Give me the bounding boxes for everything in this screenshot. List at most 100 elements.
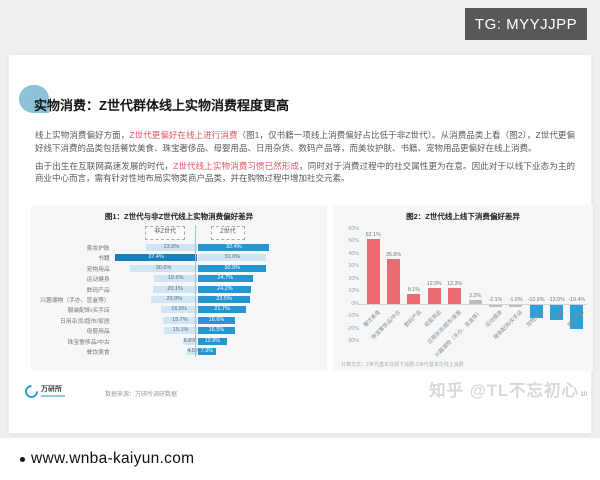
highlighted-phrase: Z世代线上实物消费习惯已然形成 [173, 160, 300, 171]
chart2-y-tick: 60% [348, 226, 359, 232]
chart2-value-label: 8.1% [407, 286, 420, 293]
chart1-bar-nonZ: 20.9% [151, 295, 198, 303]
chart1-bar-Z: 16.5% [198, 327, 235, 335]
chart2-y-tick: 30% [348, 263, 359, 270]
chart1-bar-nonZ: 23.5% [145, 244, 198, 251]
chart1-bar-Z: 31.0% [198, 254, 267, 262]
chart2-bar [387, 259, 401, 304]
chart2-value-label: -19.4% [568, 296, 586, 303]
chart1-bar-nonZ: 30.6% [129, 264, 198, 272]
chart2-value-label: 12.3% [447, 281, 463, 288]
chart1-bar-Z: 21.7% [198, 306, 246, 314]
chart1-bar-nonZ: 37.4% [114, 254, 198, 262]
chart2-bar [448, 288, 462, 304]
chart2-value-label: -1.6% [508, 296, 523, 303]
title-bubble-decoration [19, 85, 49, 113]
chart2-y-tick: -10% [346, 313, 359, 320]
chart2-panel: 图2：Z世代线上线下消费偏好差异 60% 50% 40% 30% 20% 10% 0% -10… [333, 205, 593, 371]
chart1-bar-nonZ: 4.5% [187, 347, 200, 355]
chart2-y-tick: 20% [348, 275, 359, 282]
chart2-bar [509, 304, 523, 307]
chart1-category-label: 运动健身 [86, 277, 110, 284]
paragraph-text: 由于出生在互联网高速发展的时代， [35, 160, 174, 171]
chart1-category-label: 日用杂货/超市/家居 [60, 318, 110, 325]
chart2-value-label: -2.1% [488, 296, 503, 303]
chart1-bar-nonZ: 20.1% [153, 285, 198, 293]
chart1-legend-item: 非Z世代 [145, 226, 185, 240]
chart1-category-label: 珠宝奢侈品/中古 [67, 339, 110, 346]
chart1-category-label: 美妆护肤 [86, 246, 110, 252]
chart2-footnote: 计算方式：Z世代基本在线下消费-Z世代基本在线上消费 [341, 362, 464, 368]
chart1-bar-Z: 32.4% [198, 244, 270, 251]
chart1-row: 餐饮美食 4.5% 7.9% [39, 347, 319, 356]
chart1-category-label: 书籍 [98, 256, 110, 263]
logo-subtext-bar [41, 395, 65, 397]
charts-row: 图1：Z世代与非Z世代线上实物消费偏好差异 非Z世代 Z世代 美妆护肤 23.5% 3… [31, 205, 593, 371]
chart2-plot: 60% 50% 40% 30% 20% 10% 0% -10% -20% -30% 52.1% 餐饮美… [347, 226, 587, 358]
tg-watermark-text: TG: MYYJJPP [474, 15, 578, 33]
tg-watermark-badge: TG: MYYJJPP [465, 8, 587, 40]
chart1-category-label: 数码产品 [86, 287, 110, 294]
chart2-bar [427, 287, 441, 304]
chart1-bar-Z: 16.6% [198, 316, 235, 324]
chart2-y-tick: 10% [348, 288, 359, 295]
chart1-row: 书籍 37.4% 31.0% [39, 254, 319, 263]
paragraph-text: ，同时对于消费过程中的社交属性更为在意。因此对于以线下业态为主的商业中心而言，需… [35, 160, 575, 184]
chart2-zero-axis [359, 303, 587, 305]
bottom-url-bar: www.wnba-kaiyun.com [0, 438, 600, 480]
body-text: 线上实物消费偏好方面，Z世代更偏好在线上进行消费（图1，仅书籍一项线上消费偏好占… [35, 129, 575, 190]
chart1-axis-divider [195, 225, 196, 357]
chart1-row: 兴趣潮物（手办、盲盒等） 20.9% 23.5% [39, 295, 319, 304]
chart1-bar-Z: 12.9% [198, 337, 227, 345]
chart1-category-label: 宠物用品 [86, 266, 110, 273]
highlighted-phrase: Z世代更偏好在线上进行消费 [129, 130, 238, 140]
chart1-bar-nonZ: 19.6% [154, 275, 198, 283]
site-url: www.wnba-kaiyun.com [31, 450, 195, 467]
chart2-bar [468, 299, 482, 304]
chart2-value-label: 12.9% [426, 280, 442, 287]
chart1-bar-Z: 7.9% [198, 347, 216, 355]
chart2-y-tick: -20% [346, 325, 359, 332]
chart1-bar-nonZ: 15.1% [164, 327, 198, 335]
chart1-legend-item: Z世代 [211, 226, 245, 240]
data-source-note: 数据来源：万研所调研数据 [105, 392, 178, 398]
chart1-bar-Z: 23.5% [198, 295, 250, 303]
chart1-bar-nonZ: 16.5% [160, 306, 198, 314]
chart2-value-label: 3.2% [468, 292, 482, 299]
chart1-title: 图1：Z世代与非Z世代线上实物消费偏好差异 [104, 212, 254, 221]
chart1-bar-nonZ: 15.7% [162, 316, 198, 324]
chart2-title: 图2：Z世代线上线下消费偏好差异 [406, 212, 520, 221]
chart2-y-tick: 50% [348, 238, 359, 245]
chart1-row: 日用杂货/超市/家居 15.7% 16.6% [39, 316, 319, 325]
slide-card: 实物消费：Z世代群体线上实物消费程度更高 线上实物消费偏好方面，Z世代更偏好在线… [8, 54, 593, 434]
chart1-bar-nonZ: 6.6% [182, 337, 198, 345]
chart2-y-tick: 0% [351, 300, 359, 307]
url-dot-icon [20, 456, 25, 462]
chart1-category-label: 母婴用品 [86, 329, 110, 336]
chart1-panel: 图1：Z世代与非Z世代线上实物消费偏好差异 非Z世代 Z世代 美妆护肤 23.5% 3… [31, 205, 327, 371]
chart2-category-label: 数码产品 [403, 309, 423, 329]
chart2-bar [488, 304, 502, 308]
publisher-logo: 万研所 [22, 382, 65, 401]
chart1-row: 宠物用品 30.6% 30.9% [39, 264, 319, 273]
chart2-bar [549, 304, 563, 320]
chart1-category-label: 服装配饰/买手店 [67, 308, 110, 315]
chart2-bar [366, 238, 380, 304]
chart1-row: 运动健身 19.6% 24.7% [39, 275, 319, 284]
chart2-value-label: 52.1% [365, 231, 381, 238]
body-paragraph: 线上实物消费偏好方面，Z世代更偏好在线上进行消费（图1，仅书籍一项线上消费偏好占… [35, 129, 575, 155]
chart1-row: 服装配饰/买手店 16.5% 21.7% [39, 306, 319, 315]
paragraph-text: 线上实物消费偏好方面， [35, 130, 130, 140]
chart1-bar-Z: 30.9% [198, 264, 267, 272]
page-number: 10 [580, 392, 587, 398]
body-paragraph: 由于出生在互联网高速发展的时代，Z世代线上实物消费习惯已然形成，同时对于消费过程… [35, 160, 575, 186]
page-title: 实物消费：Z世代群体线上实物消费程度更高 [34, 98, 289, 113]
chart1-row: 母婴用品 15.1% 16.5% [39, 327, 319, 336]
chart2-value-label: -12.0% [548, 296, 565, 303]
chart1-bar-Z: 24.2% [198, 285, 252, 293]
chart1-category-label: 兴趣潮物（手办、盲盒等） [40, 297, 110, 304]
chart1-category-label: 餐饮美食 [86, 349, 110, 356]
chart2-value-label: 35.8% [386, 252, 402, 259]
chart2-bar [407, 293, 421, 304]
